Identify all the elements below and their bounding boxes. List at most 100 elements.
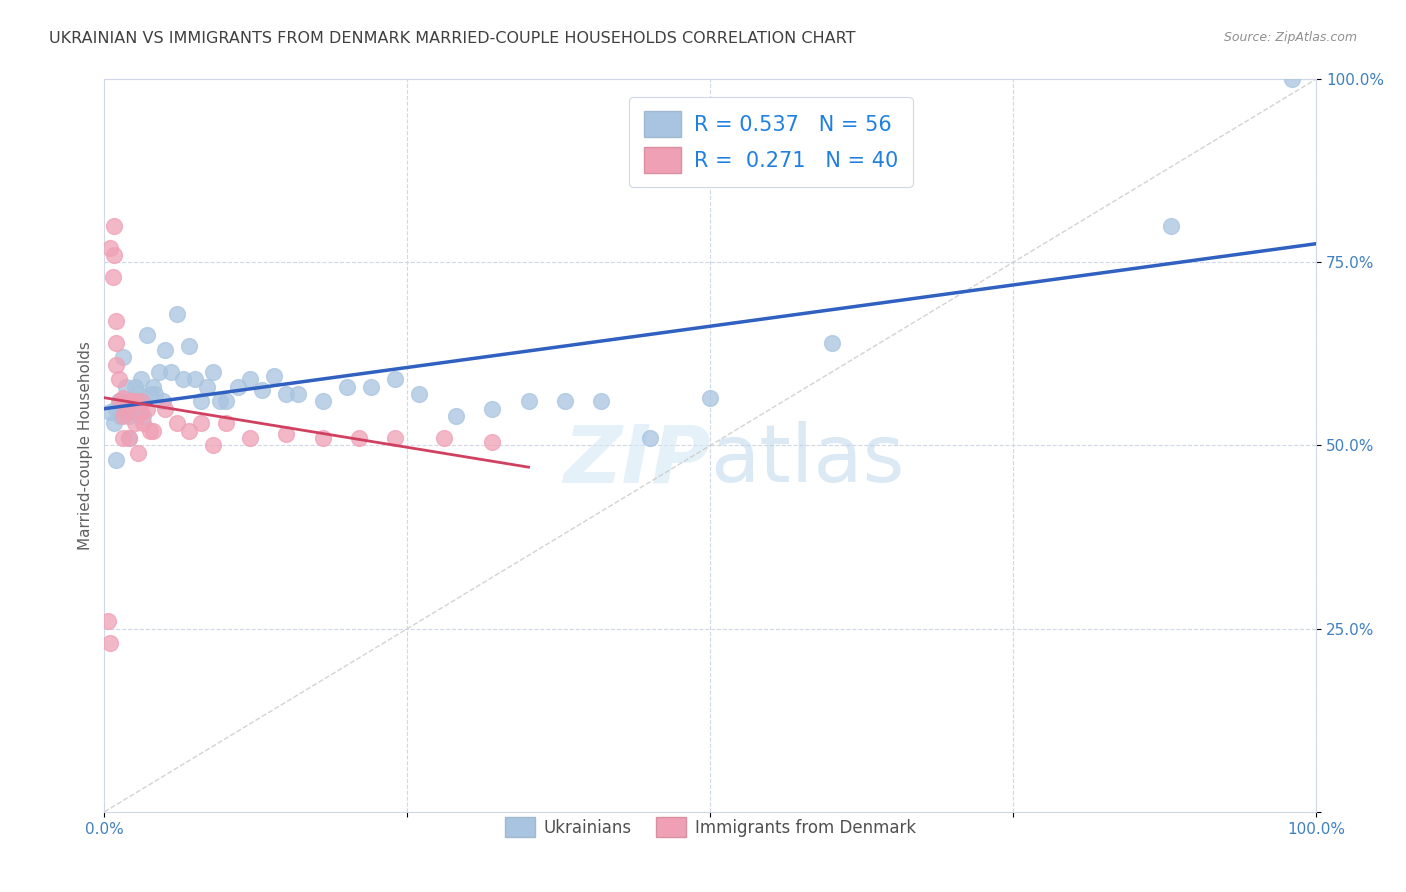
Point <box>124 380 146 394</box>
Point <box>97 615 120 629</box>
Point <box>142 424 165 438</box>
Point <box>179 339 201 353</box>
Point <box>202 365 225 379</box>
Point <box>115 380 138 394</box>
Point <box>117 431 139 445</box>
Text: atlas: atlas <box>710 421 904 500</box>
Point <box>103 417 125 431</box>
Point <box>120 398 142 412</box>
Point <box>250 384 273 398</box>
Point <box>166 417 188 431</box>
Point <box>152 394 174 409</box>
Point <box>197 380 219 394</box>
Point <box>384 372 406 386</box>
Point <box>139 424 162 438</box>
Point <box>190 417 212 431</box>
Point <box>132 417 155 431</box>
Point <box>100 405 122 419</box>
Point <box>100 241 122 255</box>
Point <box>111 391 134 405</box>
Point <box>638 431 661 445</box>
Point <box>127 387 149 401</box>
Point <box>276 427 298 442</box>
Point <box>287 387 309 401</box>
Point <box>101 269 124 284</box>
Point <box>276 387 298 401</box>
Point <box>111 409 134 423</box>
Point <box>1160 219 1182 233</box>
Point <box>311 431 333 445</box>
Point <box>124 394 146 409</box>
Point <box>135 328 157 343</box>
Point <box>108 394 131 409</box>
Point <box>143 387 166 401</box>
Y-axis label: Married-couple Households: Married-couple Households <box>79 341 93 549</box>
Point <box>120 394 142 409</box>
Point <box>591 394 613 409</box>
Point <box>1281 72 1303 87</box>
Point <box>481 434 503 449</box>
Point <box>239 431 262 445</box>
Point <box>129 394 152 409</box>
Point <box>124 405 146 419</box>
Point <box>481 401 503 416</box>
Point <box>129 372 152 386</box>
Point <box>214 417 236 431</box>
Point <box>127 446 149 460</box>
Point <box>139 387 162 401</box>
Point <box>105 401 128 416</box>
Point <box>172 372 194 386</box>
Point <box>135 401 157 416</box>
Point <box>105 314 128 328</box>
Legend: Ukrainians, Immigrants from Denmark: Ukrainians, Immigrants from Denmark <box>498 810 922 844</box>
Point <box>105 335 128 350</box>
Point <box>336 380 359 394</box>
Point <box>263 368 285 383</box>
Point <box>142 380 165 394</box>
Point <box>408 387 430 401</box>
Point <box>108 409 131 423</box>
Point <box>347 431 370 445</box>
Point <box>517 394 540 409</box>
Point <box>103 248 125 262</box>
Point <box>105 358 128 372</box>
Point <box>105 453 128 467</box>
Point <box>117 398 139 412</box>
Point <box>160 365 183 379</box>
Point <box>129 394 152 409</box>
Point <box>699 391 721 405</box>
Point <box>100 636 122 650</box>
Point <box>184 372 207 386</box>
Point <box>111 431 134 445</box>
Point <box>153 401 176 416</box>
Point <box>148 365 170 379</box>
Point <box>108 372 131 386</box>
Point <box>190 394 212 409</box>
Point <box>226 380 249 394</box>
Point <box>239 372 262 386</box>
Point <box>132 409 155 423</box>
Point <box>117 431 139 445</box>
Point <box>554 394 576 409</box>
Point <box>214 394 236 409</box>
Point <box>202 438 225 452</box>
Point <box>360 380 382 394</box>
Point <box>311 394 333 409</box>
Point <box>129 405 152 419</box>
Text: ZIP: ZIP <box>562 421 710 500</box>
Point <box>179 424 201 438</box>
Point <box>444 409 467 423</box>
Point <box>103 219 125 233</box>
Point <box>208 394 231 409</box>
Point <box>117 409 139 423</box>
Point <box>384 431 406 445</box>
Point <box>166 306 188 320</box>
Point <box>153 343 176 358</box>
Point <box>108 394 131 409</box>
Point <box>115 405 138 419</box>
Point <box>433 431 456 445</box>
Point <box>111 394 134 409</box>
Text: Source: ZipAtlas.com: Source: ZipAtlas.com <box>1223 31 1357 45</box>
Point <box>111 351 134 365</box>
Point <box>124 417 146 431</box>
